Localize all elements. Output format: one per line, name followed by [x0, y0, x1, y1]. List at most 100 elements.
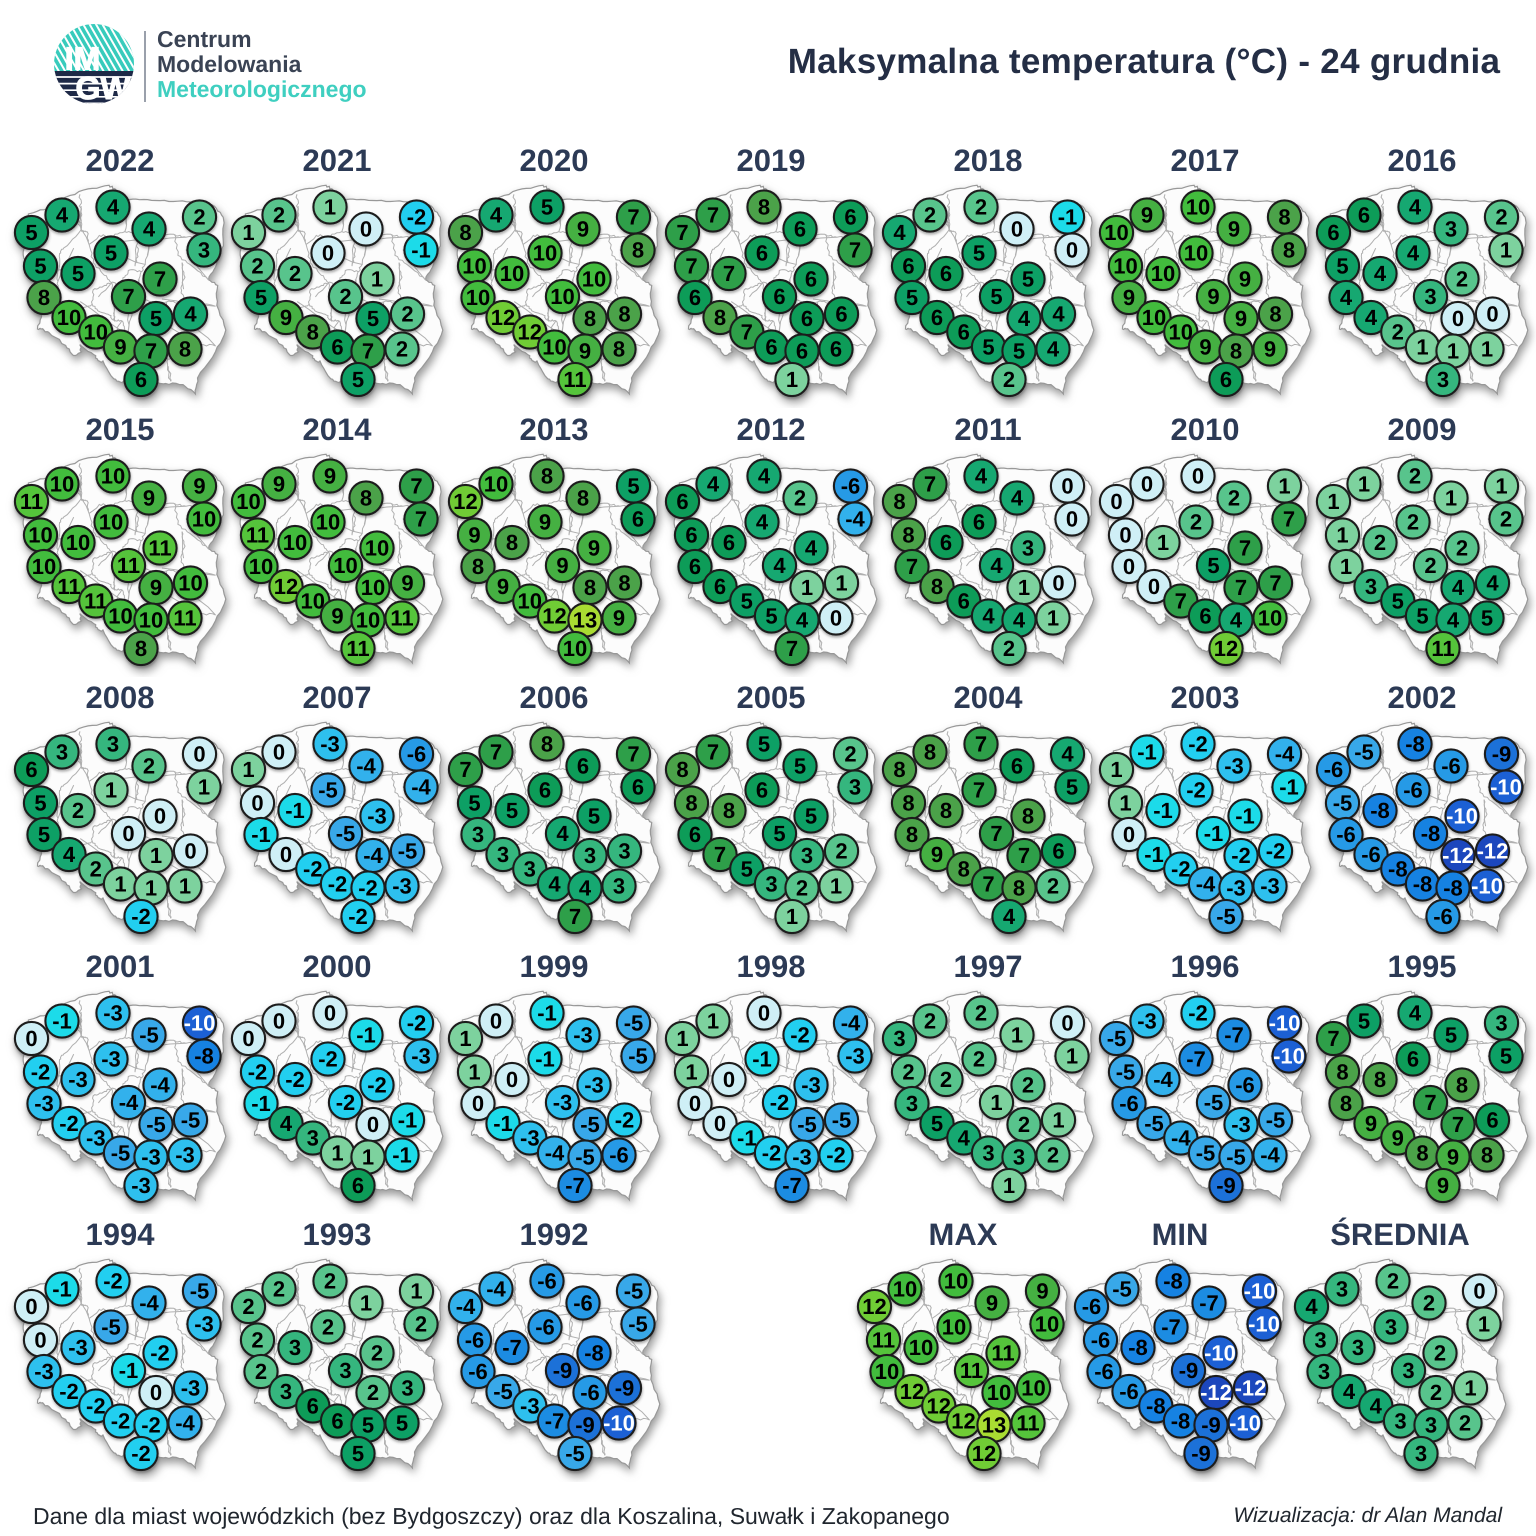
svg-text:10: 10	[1169, 320, 1193, 345]
svg-text:5: 5	[541, 195, 553, 220]
svg-text:1: 1	[676, 1026, 688, 1051]
svg-text:4: 4	[805, 536, 818, 561]
svg-text:4: 4	[579, 876, 592, 901]
svg-text:7: 7	[1018, 843, 1030, 868]
svg-text:10: 10	[66, 530, 90, 555]
svg-text:1: 1	[786, 904, 798, 929]
svg-text:4: 4	[1011, 486, 1024, 511]
svg-text:-4: -4	[139, 1291, 159, 1316]
svg-text:8: 8	[893, 489, 905, 514]
svg-text:3: 3	[1318, 1359, 1330, 1384]
svg-text:-5: -5	[1116, 1060, 1136, 1085]
svg-text:5: 5	[1481, 606, 1493, 631]
svg-text:9: 9	[1036, 1279, 1048, 1304]
svg-text:12: 12	[453, 489, 477, 514]
svg-text:-3: -3	[101, 1047, 121, 1072]
svg-text:-1: -1	[411, 238, 431, 263]
svg-text:11: 11	[117, 553, 140, 578]
svg-text:-6: -6	[609, 1143, 629, 1168]
svg-text:-10: -10	[1471, 874, 1503, 899]
svg-text:10: 10	[987, 1380, 1011, 1405]
svg-text:3: 3	[280, 1379, 292, 1404]
svg-text:8: 8	[902, 523, 914, 548]
svg-text:4: 4	[773, 553, 786, 578]
svg-text:-1: -1	[535, 1047, 555, 1072]
svg-text:-1: -1	[1137, 740, 1157, 765]
svg-text:9: 9	[1207, 284, 1219, 309]
svg-text:-3: -3	[573, 1023, 593, 1048]
svg-text:11: 11	[1431, 636, 1454, 661]
svg-text:-8: -8	[1388, 857, 1408, 882]
svg-text:-6: -6	[1082, 1294, 1102, 1319]
svg-text:8: 8	[1456, 1073, 1468, 1098]
svg-text:1: 1	[105, 778, 117, 803]
svg-text:-8: -8	[1163, 1269, 1183, 1294]
svg-text:-6: -6	[841, 474, 861, 499]
svg-text:0: 0	[184, 839, 196, 864]
svg-text:5: 5	[352, 367, 364, 392]
svg-text:6: 6	[1199, 604, 1211, 629]
svg-text:-1: -1	[493, 1111, 513, 1136]
svg-text:-5: -5	[1112, 1277, 1132, 1302]
svg-text:-4: -4	[545, 1141, 565, 1166]
svg-text:6: 6	[1407, 1047, 1419, 1072]
svg-text:-4: -4	[175, 1411, 195, 1436]
svg-text:-10: -10	[1204, 1341, 1236, 1366]
svg-text:10: 10	[32, 554, 56, 579]
svg-text:4: 4	[1305, 1294, 1318, 1319]
svg-text:7: 7	[490, 740, 502, 765]
svg-text:-1: -1	[1058, 205, 1078, 230]
svg-text:4: 4	[982, 604, 995, 629]
svg-text:4: 4	[1370, 1394, 1383, 1419]
svg-text:-3: -3	[181, 1376, 201, 1401]
svg-text:10: 10	[1142, 305, 1166, 330]
svg-text:1: 1	[1500, 238, 1512, 263]
svg-text:3: 3	[982, 1141, 994, 1166]
svg-text:-3: -3	[392, 874, 412, 899]
svg-text:7: 7	[849, 238, 861, 263]
svg-text:-5: -5	[398, 839, 418, 864]
svg-text:-4: -4	[1196, 872, 1216, 897]
svg-text:-4: -4	[1171, 1126, 1191, 1151]
svg-text:-3: -3	[320, 732, 340, 757]
svg-text:-1: -1	[251, 822, 271, 847]
svg-text:7: 7	[714, 842, 726, 867]
svg-text:-4: -4	[363, 843, 383, 868]
svg-text:10: 10	[356, 608, 380, 633]
svg-text:3: 3	[198, 238, 210, 263]
svg-text:3: 3	[1425, 1413, 1437, 1438]
svg-text:-10: -10	[1244, 1279, 1276, 1304]
svg-text:0: 0	[1061, 1011, 1073, 1036]
svg-text:5: 5	[982, 335, 994, 360]
svg-text:5: 5	[150, 306, 162, 331]
svg-text:0: 0	[150, 1380, 162, 1405]
svg-text:11: 11	[1016, 1411, 1039, 1436]
svg-text:1: 1	[242, 757, 254, 782]
svg-text:-6: -6	[573, 1291, 593, 1316]
svg-text:7: 7	[627, 742, 639, 767]
svg-text:-6: -6	[580, 1380, 600, 1405]
svg-text:-3: -3	[103, 1001, 123, 1026]
svg-text:4: 4	[1447, 608, 1460, 633]
svg-text:10: 10	[50, 472, 74, 497]
svg-text:2: 2	[1022, 1073, 1034, 1098]
svg-text:7: 7	[1235, 575, 1247, 600]
svg-text:-3: -3	[175, 1143, 195, 1168]
svg-text:7: 7	[1175, 589, 1187, 614]
svg-text:1: 1	[1481, 337, 1493, 362]
svg-text:8: 8	[618, 571, 630, 596]
svg-text:-2: -2	[59, 1379, 79, 1404]
svg-text:6: 6	[331, 335, 343, 360]
svg-text:5: 5	[1207, 553, 1219, 578]
svg-text:10: 10	[139, 608, 163, 633]
svg-text:10: 10	[301, 589, 325, 614]
svg-text:-9: -9	[1179, 1358, 1199, 1383]
svg-text:5: 5	[1445, 1023, 1457, 1048]
svg-text:8: 8	[135, 636, 147, 661]
svg-text:-5: -5	[190, 1279, 210, 1304]
svg-text:-3: -3	[194, 1312, 214, 1337]
svg-text:9: 9	[1447, 1145, 1459, 1170]
svg-text:10: 10	[283, 530, 307, 555]
svg-text:2: 2	[1495, 205, 1507, 230]
svg-text:2: 2	[844, 742, 856, 767]
